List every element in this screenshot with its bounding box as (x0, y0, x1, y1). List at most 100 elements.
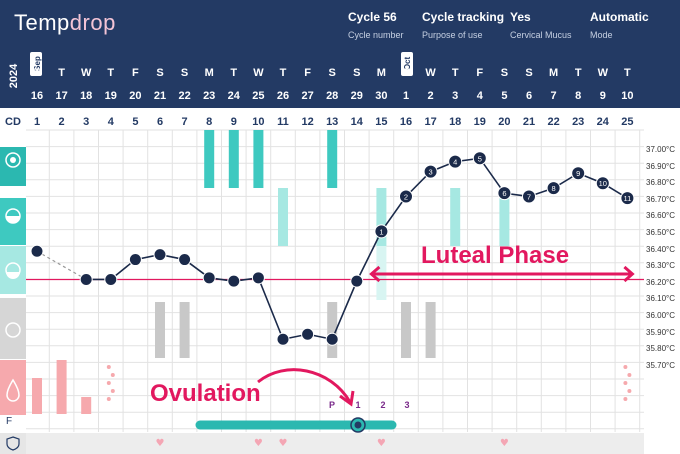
day-of-month-label[interactable]: 26 (276, 90, 290, 102)
day-of-month-label[interactable]: 16 (30, 90, 44, 102)
dry-icon (5, 322, 21, 338)
y-axis-tick-label: 36.20°C (646, 277, 675, 287)
temperature-point (595, 176, 610, 191)
peak-mucus-dot (10, 157, 16, 163)
day-of-month-label[interactable]: 25 (252, 90, 265, 102)
day-of-month-label[interactable]: 3 (452, 90, 459, 102)
temperature-point (448, 154, 463, 169)
intercourse-heart-icon: ♥ (254, 438, 263, 449)
cycle-day-label: 10 (252, 116, 265, 128)
day-of-week-label: F (132, 67, 139, 79)
y-axis-tick-label: 36.00°C (646, 311, 675, 320)
day-of-month-label[interactable]: 4 (476, 90, 483, 102)
day-of-month-label[interactable]: 9 (599, 90, 606, 102)
cycle-day-label: 19 (473, 116, 486, 128)
spotting-dot (623, 397, 628, 401)
day-of-month-label[interactable]: 30 (375, 90, 388, 102)
y-axis-tick-label: 36.60°C (646, 211, 675, 221)
month-label-oct: Oct (401, 52, 413, 76)
day-of-month-label[interactable]: 27 (301, 90, 314, 102)
temperature-point (571, 166, 586, 181)
sidebar-band (0, 433, 26, 454)
y-axis-tick-label: 36.30°C (646, 261, 675, 271)
day-of-week-label: W (425, 67, 436, 79)
day-of-month-label[interactable]: 6 (525, 90, 533, 102)
day-of-week-label: T (58, 67, 65, 79)
app-header: Tempdrop Cycle 56 Cycle number Cycle trac… (0, 0, 680, 108)
day-of-month-label[interactable]: 28 (326, 90, 339, 102)
day-of-month-label[interactable]: 23 (203, 90, 216, 102)
temperature-point (276, 332, 290, 346)
hearts-row (26, 433, 644, 454)
day-of-week-label: T (107, 67, 115, 79)
dry-bar (155, 302, 165, 358)
dry-bar (425, 302, 436, 358)
temperature-point-label: 9 (576, 169, 580, 178)
day-of-month-label[interactable]: 24 (227, 90, 240, 102)
day-of-week-label: S (180, 67, 189, 79)
day-of-month-label[interactable]: 10 (621, 90, 634, 102)
day-of-month-label[interactable]: 5 (501, 90, 508, 102)
temperature-point (472, 151, 487, 166)
cycle-day-label: 3 (83, 116, 90, 128)
day-of-month-label[interactable]: 22 (178, 90, 191, 102)
y-axis-tick-label: 35.80°C (646, 344, 675, 354)
sidebar-band (0, 298, 26, 359)
spotting-dot (623, 381, 628, 385)
day-of-month-label[interactable]: 21 (153, 90, 167, 102)
spotting-dot (106, 397, 111, 401)
day-of-month-label[interactable]: 18 (80, 90, 93, 102)
ovulation-day-marker-core (354, 421, 362, 429)
day-of-month-label[interactable]: 8 (575, 90, 582, 102)
day-of-month-label[interactable]: 20 (129, 90, 142, 102)
cycle-day-label: 12 (301, 116, 314, 128)
temperature-point-label: 8 (552, 184, 556, 193)
temperature-point-label: 7 (527, 192, 531, 201)
temperature-point (325, 332, 339, 346)
day-of-month-label[interactable]: 1 (402, 90, 410, 102)
day-of-week-label: T (624, 67, 631, 79)
day-of-week-label: T (574, 67, 582, 79)
day-of-month-label[interactable]: 19 (104, 90, 117, 102)
temperature-point-label: 6 (502, 189, 506, 198)
y-axis-tick-label: 35.70°C (646, 360, 675, 370)
spotting-dot (106, 381, 111, 385)
temperature-point (251, 271, 265, 285)
temperature-point (374, 224, 389, 239)
shield-icon (6, 436, 20, 451)
fertility-label: F (6, 416, 13, 427)
cycle-day-label: 20 (498, 116, 511, 128)
day-of-month-label[interactable]: 17 (55, 90, 68, 102)
y-axis-tick-label: 35.90°C (646, 327, 675, 337)
day-of-week-label: T (230, 67, 238, 79)
cycle-day-label: 13 (326, 116, 339, 128)
cycle-day-label: 7 (181, 116, 188, 128)
cycle-day-label: 1 (33, 116, 41, 128)
creamy-mucus-bar (278, 188, 288, 246)
y-axis-tick-label: 37.00°C (646, 145, 675, 154)
cycle-day-label: 4 (107, 116, 114, 128)
dry-bar (179, 302, 190, 358)
creamy-mucus-fill (6, 216, 20, 223)
ovulation-marker-p: P (328, 400, 335, 410)
luteal-arrow-head-right (623, 265, 635, 283)
day-of-week-label: T (451, 67, 459, 79)
period-drop-icon (6, 378, 20, 402)
day-of-week-label: S (328, 67, 336, 79)
temperature-point (399, 189, 413, 204)
cycle-number: Cycle 56 Cycle number (348, 10, 404, 40)
day-of-month-label[interactable]: 29 (350, 90, 363, 102)
sticky-mucus-fill (6, 272, 20, 279)
temperature-point-label: 5 (478, 154, 482, 163)
day-of-week-label: T (402, 67, 410, 79)
spotting-dot (106, 365, 111, 369)
purpose-of-use: Cycle tracking Purpose of use (422, 10, 505, 40)
day-of-month-label[interactable]: 2 (427, 90, 434, 102)
day-of-week-label: S (525, 67, 533, 79)
day-of-month-label[interactable]: 7 (550, 90, 557, 102)
sticky-mucus-bar (450, 188, 461, 246)
tempdrop-logo: Tempdrop (14, 10, 116, 35)
ovulation-marker-1: 1 (355, 400, 361, 410)
sidebar-band (0, 246, 26, 294)
temperature-point-label: 11 (624, 194, 632, 203)
